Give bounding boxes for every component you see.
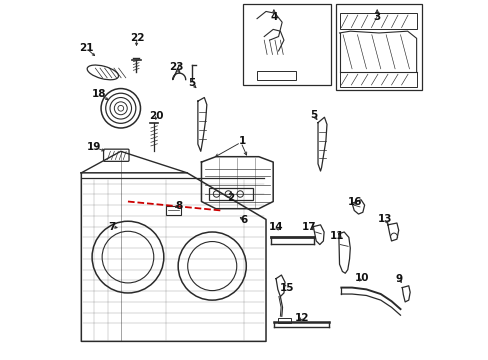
Text: 17: 17 [301, 222, 316, 231]
Text: 5: 5 [310, 111, 317, 121]
Text: 18: 18 [92, 89, 106, 99]
Text: 4: 4 [270, 12, 277, 22]
Text: 23: 23 [169, 62, 183, 72]
Text: 3: 3 [373, 12, 380, 22]
Text: 11: 11 [329, 231, 344, 240]
Bar [277, 318, 291, 323]
Text: 12: 12 [294, 313, 308, 323]
Bar [242, 4, 330, 85]
Text: 2: 2 [227, 193, 234, 203]
Bar [208, 188, 253, 200]
Text: 14: 14 [268, 222, 283, 231]
Text: 9: 9 [395, 274, 402, 284]
Text: 6: 6 [240, 215, 247, 225]
Text: 15: 15 [279, 283, 293, 293]
Text: 8: 8 [175, 201, 182, 211]
Text: 1: 1 [239, 136, 246, 146]
Bar [165, 206, 180, 215]
Text: 19: 19 [86, 142, 101, 152]
Text: 16: 16 [347, 197, 362, 207]
Text: 10: 10 [354, 273, 368, 283]
Bar [257, 71, 296, 80]
Bar [335, 4, 421, 90]
Text: 20: 20 [149, 111, 163, 121]
Bar [339, 13, 416, 30]
Text: 7: 7 [108, 222, 115, 231]
Text: 13: 13 [377, 215, 391, 224]
Text: 22: 22 [129, 33, 144, 43]
Text: 21: 21 [79, 43, 93, 53]
Text: 5: 5 [187, 78, 195, 88]
Bar [339, 72, 416, 87]
